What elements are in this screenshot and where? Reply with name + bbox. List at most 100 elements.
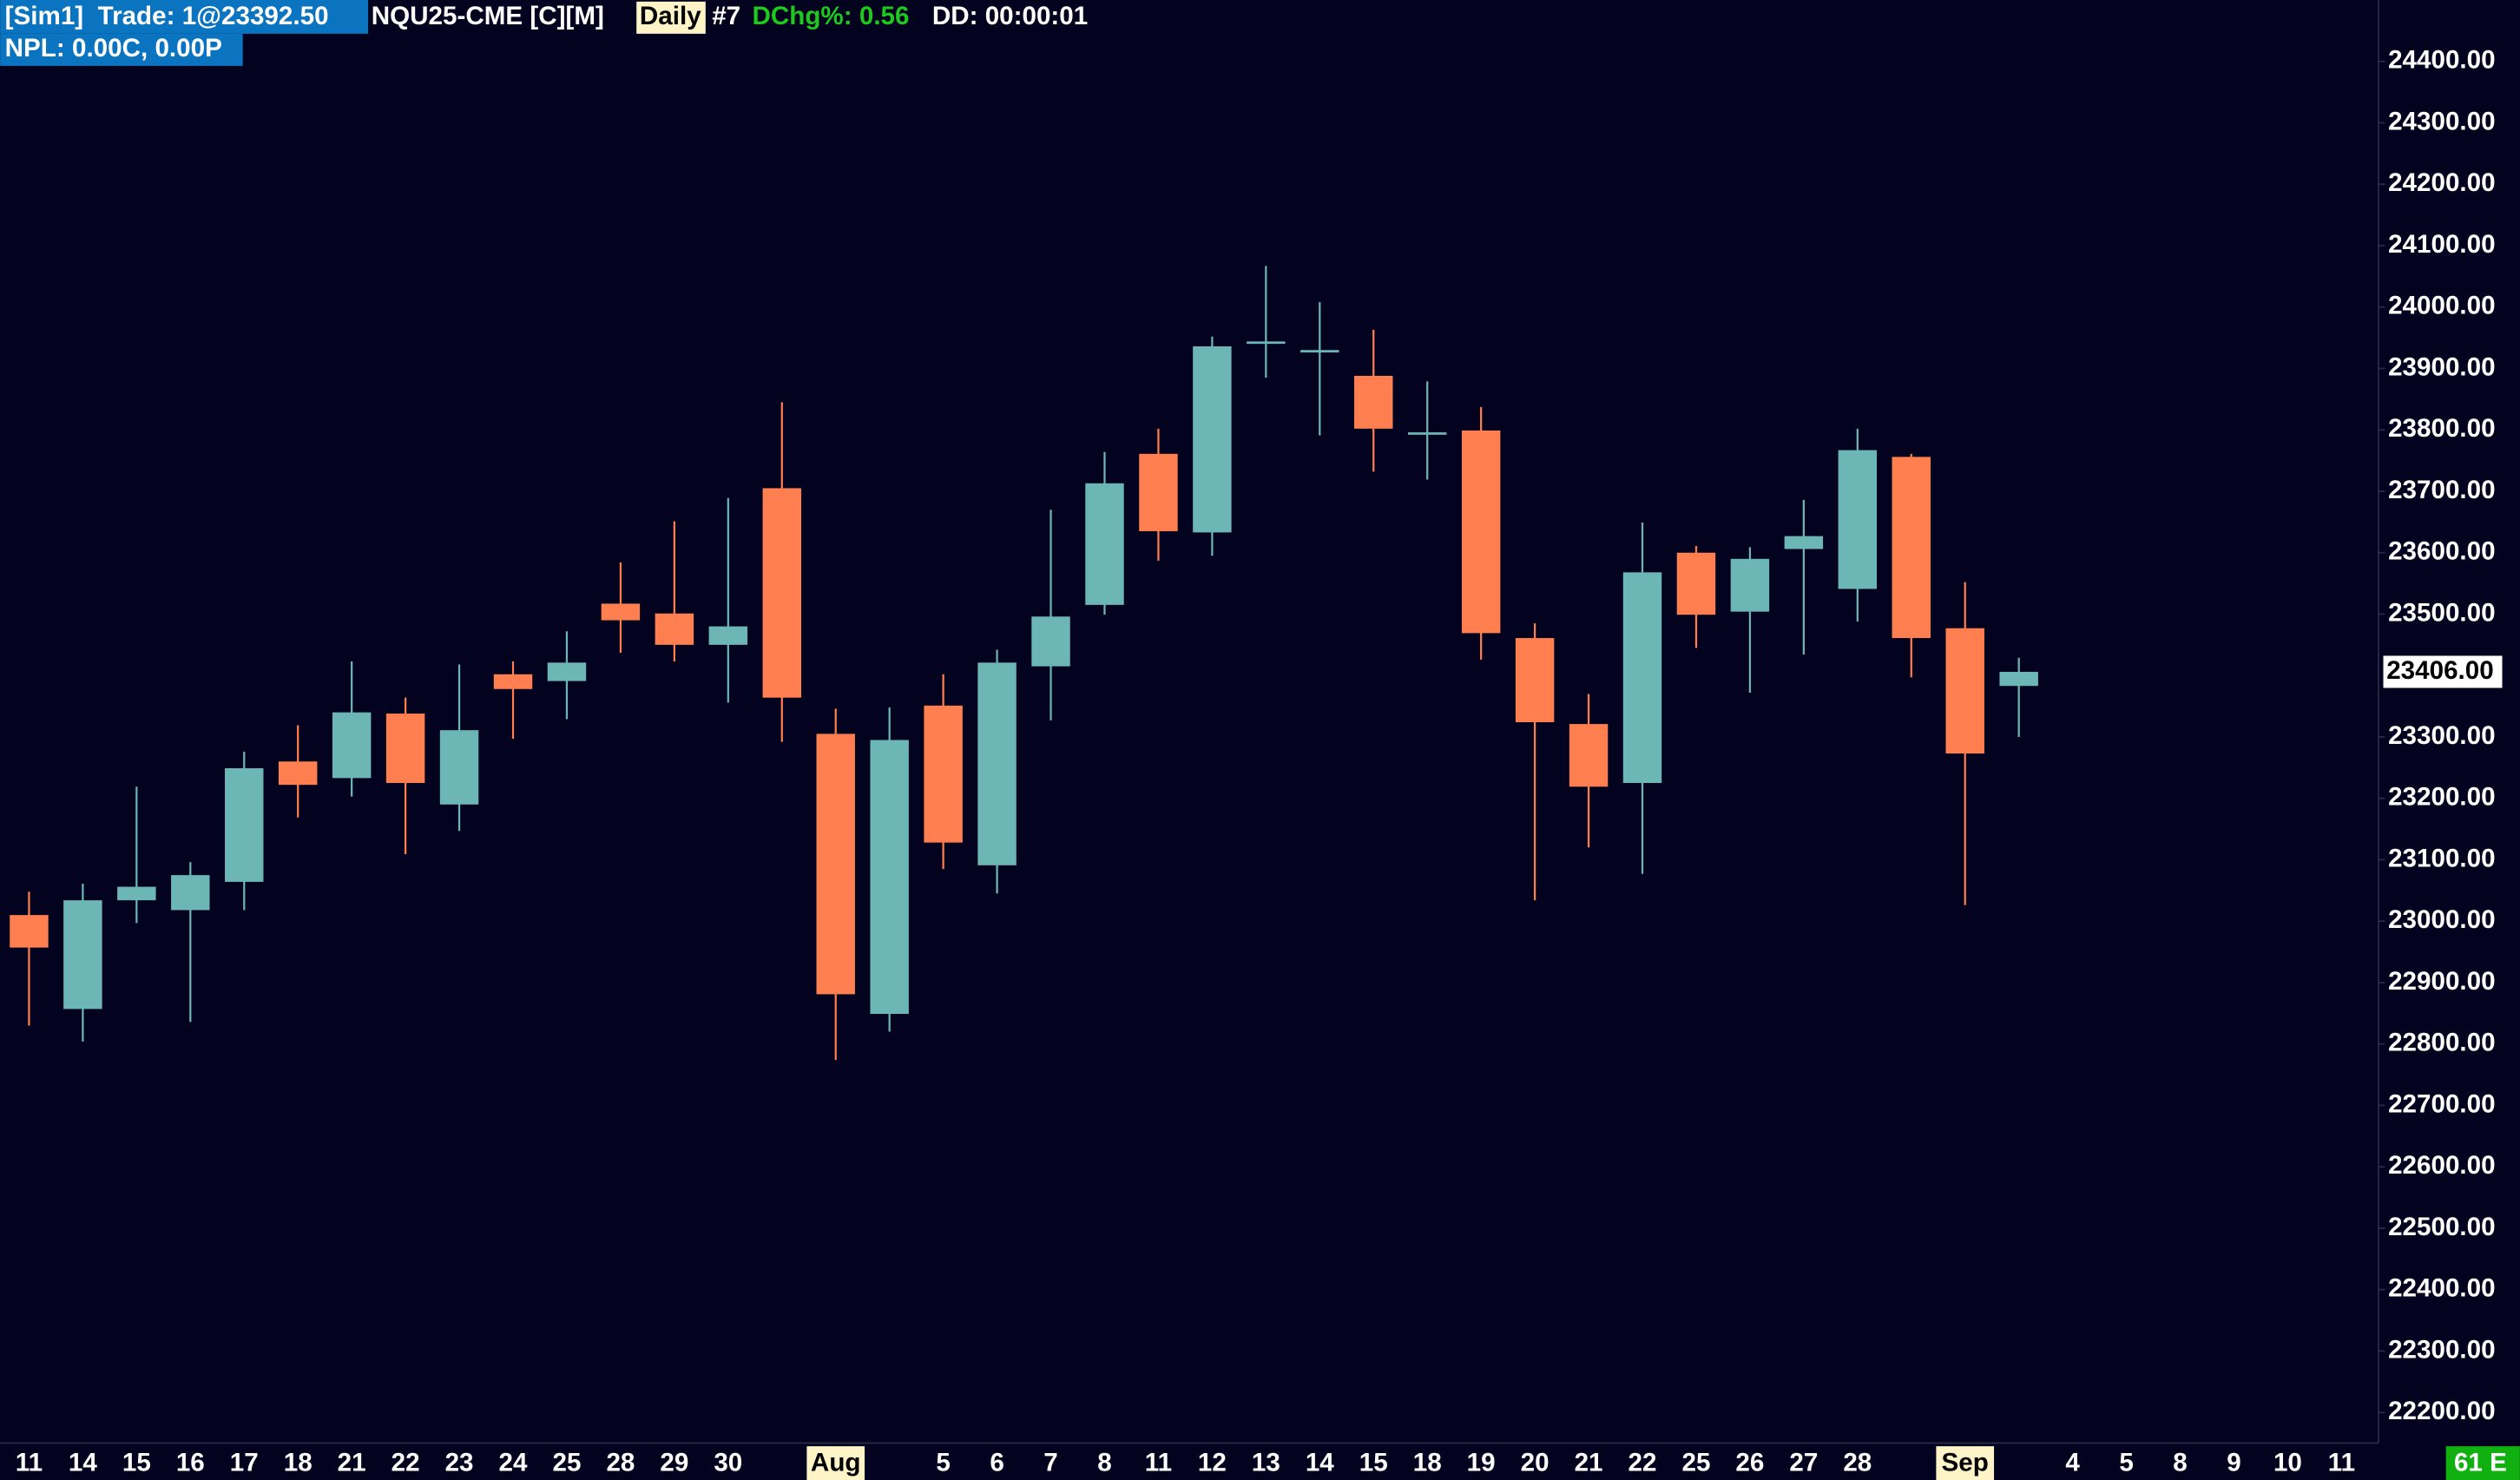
month-label-box (806, 1446, 865, 1480)
y-tick-label: 22500.00 (2388, 1213, 2496, 1241)
candle-body (225, 768, 264, 882)
x-tick-label: Aug (811, 1448, 861, 1477)
x-tick-label: 18 (284, 1448, 313, 1477)
x-tick-label: 18 (1413, 1448, 1442, 1477)
y-tick-label: 22400.00 (2388, 1274, 2496, 1303)
x-tick-label: 19 (1467, 1448, 1496, 1477)
x-tick-label: 5 (936, 1448, 950, 1477)
x-tick-label: 27 (1789, 1448, 1818, 1477)
candle-body (493, 674, 533, 689)
y-tick-label: 22800.00 (2388, 1029, 2496, 1057)
y-tick-label: 22900.00 (2388, 967, 2496, 996)
x-tick-label: 8 (1097, 1448, 1111, 1477)
candle-body (1892, 457, 1931, 639)
candle-body (870, 740, 909, 1015)
candle-body (1247, 341, 1286, 345)
x-tick-label: 29 (660, 1448, 688, 1477)
candle-body (1515, 638, 1555, 722)
candle-body (439, 730, 479, 805)
x-tick-label: 30 (714, 1448, 742, 1477)
candle-body (601, 603, 641, 621)
x-tick-label: 28 (606, 1448, 635, 1477)
duration: DD: 00:00:01 (932, 2, 1088, 30)
candle-body (708, 626, 748, 645)
status: 61 E (2454, 1448, 2507, 1477)
x-tick-label: 4 (2065, 1448, 2080, 1477)
x-tick-label: 25 (1681, 1448, 1710, 1477)
x-tick-label: 11 (16, 1448, 43, 1477)
x-tick-label: 25 (552, 1448, 581, 1477)
candle-body (1407, 432, 1447, 435)
candle-body (1300, 350, 1339, 353)
y-tick-label: 23300.00 (2388, 721, 2496, 750)
candle-body (171, 875, 210, 911)
y-tick-label: 24400.00 (2388, 46, 2496, 75)
period-box (636, 1, 706, 34)
candle-body (1784, 536, 1824, 549)
candle-body (1730, 558, 1770, 612)
x-tick-label: 8 (2173, 1448, 2187, 1477)
x-tick-label: 20 (1521, 1448, 1550, 1477)
daily-change: DChg%: 0.56 (753, 2, 910, 30)
candle-body (332, 712, 372, 779)
x-tick-label: 10 (2273, 1448, 2302, 1477)
candle-body (655, 613, 694, 645)
candle-body (278, 761, 318, 786)
candle-body (1838, 450, 1878, 589)
symbol: NQU25-CME [C][M] (372, 2, 604, 30)
y-tick-label: 24100.00 (2388, 230, 2496, 259)
x-tick-label: Sep (1942, 1448, 1989, 1477)
current-price-box (2383, 655, 2503, 688)
x-tick-label: 12 (1198, 1448, 1227, 1477)
candle-body (385, 714, 425, 784)
candle-body (1945, 628, 1984, 754)
x-tick-label: 23 (445, 1448, 474, 1477)
candle-body (63, 900, 102, 1010)
y-tick-label: 24300.00 (2388, 107, 2496, 135)
x-tick-label: 13 (1252, 1448, 1280, 1477)
y-tick-label: 24000.00 (2388, 292, 2496, 320)
pnl-box (0, 33, 243, 66)
account: [Sim1] Trade: 1@23392.50 (5, 2, 329, 30)
candle-body (1139, 453, 1178, 531)
x-tick-label: 26 (1735, 1448, 1764, 1477)
candle-body (1354, 375, 1393, 429)
candle-body (117, 886, 156, 901)
x-tick-label: 6 (990, 1448, 1003, 1477)
x-tick-label: 21 (1575, 1448, 1603, 1477)
x-tick-label: 17 (230, 1448, 259, 1477)
x-tick-label: 14 (69, 1448, 97, 1477)
y-tick-label: 23800.00 (2388, 414, 2496, 443)
candle-body (1676, 552, 1716, 615)
candle-body (1461, 430, 1501, 634)
y-tick-label: 23200.00 (2388, 783, 2496, 812)
candle-body (977, 662, 1017, 865)
chart-number: #7 (712, 2, 740, 30)
candle-body (1999, 671, 2038, 687)
candle-body (1193, 346, 1232, 533)
y-tick-label: 22200.00 (2388, 1397, 2496, 1425)
candle-body (547, 662, 587, 681)
candle-body (1031, 616, 1070, 667)
pnl: NPL: 0.00C, 0.00P (5, 34, 222, 62)
y-tick-label: 23000.00 (2388, 905, 2496, 934)
candle-body (924, 705, 963, 843)
month-label-box (1936, 1446, 1995, 1480)
candle-body (816, 733, 855, 995)
period: Daily (640, 2, 701, 30)
x-tick-label: 16 (176, 1448, 205, 1477)
candle-body (762, 488, 801, 698)
x-tick-label: 15 (1359, 1448, 1388, 1477)
y-tick-label: 23900.00 (2388, 352, 2496, 381)
x-tick-label: 7 (1043, 1448, 1057, 1477)
y-tick-label: 23500.00 (2388, 598, 2496, 627)
y-tick-label: 22700.00 (2388, 1089, 2496, 1118)
x-tick-label: 14 (1306, 1448, 1334, 1477)
x-tick-label: 22 (391, 1448, 420, 1477)
y-tick-label: 24200.00 (2388, 168, 2496, 197)
account-box (0, 0, 369, 34)
x-tick-label: 24 (499, 1448, 528, 1477)
x-tick-label: 28 (1843, 1448, 1872, 1477)
x-tick-label: 21 (338, 1448, 366, 1477)
